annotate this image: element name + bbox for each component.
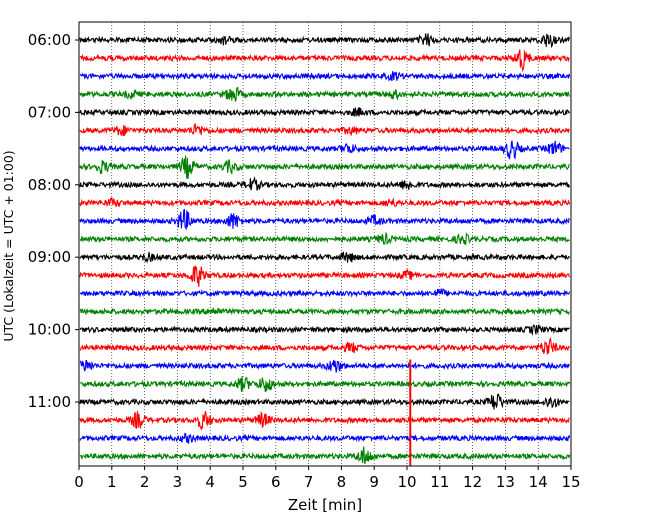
y-axis-label: UTC (Lokalzeit = UTC + 01:00) (1, 150, 16, 341)
y-tick-label: 10:00 (28, 321, 71, 339)
y-axis: 06:00 07:00 08:00 09:00 10:00 11:00 (28, 31, 79, 411)
trace-0600 (79, 33, 571, 49)
trace-0615 (79, 49, 570, 73)
x-tick-label: 0 (74, 473, 84, 491)
trace-0730 (79, 140, 570, 160)
x-tick-label: 11 (430, 473, 449, 491)
x-tick-label: 6 (271, 473, 281, 491)
trace-1145 (79, 446, 571, 465)
trace-0630 (79, 71, 571, 82)
trace-1045 (79, 376, 571, 393)
trace-0800 (79, 175, 571, 191)
x-tick-label: 13 (496, 473, 515, 491)
x-tick-label: 5 (238, 473, 248, 491)
x-tick-label: 4 (205, 473, 215, 491)
x-tick-label: 7 (304, 473, 314, 491)
y-tick-label: 11:00 (28, 393, 71, 411)
plot-frame (78, 21, 572, 467)
y-tick-label: 06:00 (28, 31, 71, 49)
trace-1100 (79, 393, 570, 410)
trace-0745 (79, 155, 570, 179)
x-tick-label: 3 (173, 473, 183, 491)
trace-0830 (79, 208, 571, 231)
trace-1000 (79, 323, 570, 336)
x-tick-label: 14 (529, 473, 548, 491)
x-tick-label: 10 (397, 473, 416, 491)
x-tick-label: 15 (561, 473, 580, 491)
trace-0900 (79, 251, 571, 264)
trace-0915 (79, 265, 571, 287)
x-tick-label: 12 (463, 473, 482, 491)
trace-layer (79, 33, 571, 466)
trace-0715 (79, 123, 570, 137)
trace-0700 (79, 107, 571, 117)
trace-0815 (79, 197, 571, 208)
trace-0930 (79, 288, 571, 298)
y-tick-label: 08:00 (28, 176, 71, 194)
x-tick-label: 9 (369, 473, 379, 491)
x-tick-label: 1 (107, 473, 117, 491)
y-tick-label: 07:00 (28, 103, 71, 121)
x-tick-label: 2 (140, 473, 150, 491)
x-tick-label: 8 (337, 473, 347, 491)
trace-1130 (79, 432, 571, 445)
trace-1015 (79, 337, 571, 355)
x-axis-label: Zeit [min] (288, 496, 362, 514)
x-axis: 0 1 2 3 4 5 6 7 8 9 10 11 12 13 14 15 (74, 466, 581, 491)
trace-1115 (79, 411, 570, 431)
trace-1030 (79, 359, 570, 373)
trace-0945 (79, 307, 571, 317)
y-tick-label: 09:00 (28, 248, 71, 266)
trace-0845 (79, 231, 570, 246)
trace-0645 (79, 86, 571, 103)
